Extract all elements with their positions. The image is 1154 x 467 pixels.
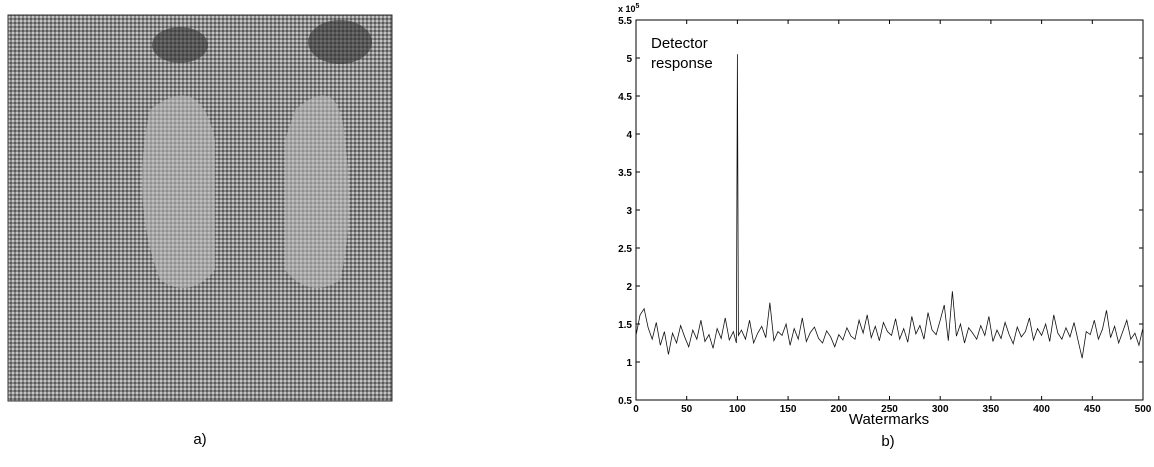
annotation: Detector [651, 35, 708, 52]
y-tick-label: 1 [626, 358, 632, 369]
caption: a) [193, 431, 206, 448]
y-tick-label: 3 [626, 206, 632, 217]
y-tick-label: 3.5 [618, 168, 632, 179]
chart: Watermarks b) x 105 0.511.522.533.544.55… [618, 3, 1152, 450]
x-tick-label: 300 [932, 404, 949, 415]
x-axis-label: Watermarks [849, 411, 929, 428]
x-tick-label: 500 [1135, 404, 1152, 415]
line-series [635, 54, 1144, 359]
y-multiplier-base: x 10 [618, 4, 636, 14]
x-tick-label: 0 [633, 404, 639, 415]
photo-detail [152, 27, 208, 63]
x-tick-label: 400 [1033, 404, 1050, 415]
plot-frame [635, 19, 1144, 401]
photo-detail [308, 20, 372, 64]
y-tick-label: 2 [626, 282, 632, 293]
x-tick-label: 150 [780, 404, 797, 415]
y-tick-label: 5.5 [618, 16, 632, 27]
y-tick-label: 4 [626, 130, 632, 141]
y-multiplier: x 105 [618, 3, 640, 14]
x-tick-label: 200 [830, 404, 847, 415]
caption: b) [881, 433, 894, 450]
y-tick-label: 0.5 [618, 396, 632, 407]
photo-detail [285, 95, 349, 288]
y-multiplier-exp: 5 [636, 3, 640, 10]
x-tick-label: 100 [729, 404, 746, 415]
x-tick-label: 350 [983, 404, 1000, 415]
y-tick-label: 1.5 [618, 320, 632, 331]
x-tick-label: 50 [681, 404, 693, 415]
x-tick-label: 250 [881, 404, 898, 415]
y-tick-label: 4.5 [618, 92, 632, 103]
x-tick-label: 450 [1084, 404, 1101, 415]
image-panel: a) [7, 14, 393, 448]
photo-detail [142, 95, 215, 288]
y-tick-label: 5 [626, 54, 632, 65]
annotation: response [651, 55, 713, 72]
y-tick-label: 2.5 [618, 244, 632, 255]
